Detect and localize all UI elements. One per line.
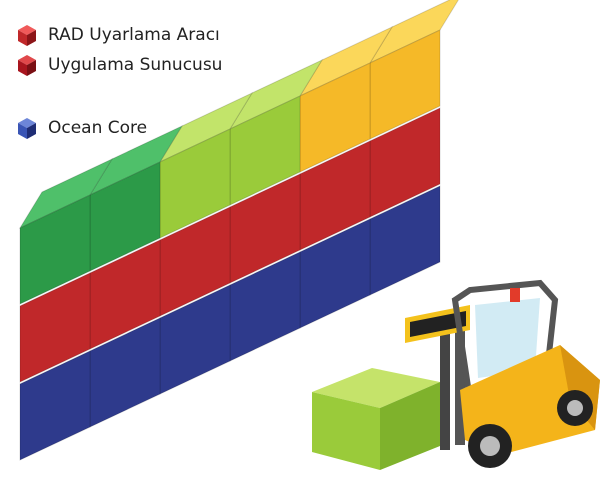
beacon bbox=[510, 288, 520, 302]
hub bbox=[567, 400, 583, 416]
legend-label: RAD Uyarlama Aracı bbox=[48, 25, 220, 45]
legend-item: Ocean Core bbox=[18, 118, 147, 139]
legend-label: Ocean Core bbox=[48, 118, 147, 138]
legend-item: Uygulama Sunucusu bbox=[18, 55, 222, 76]
loose-cube bbox=[312, 368, 440, 470]
mast bbox=[440, 330, 450, 450]
legend-label: Uygulama Sunucusu bbox=[48, 55, 222, 75]
legend-item: RAD Uyarlama Aracı bbox=[18, 25, 220, 46]
hub bbox=[480, 436, 500, 456]
illustration: RAD Uyarlama Aracı Uygulama Sunucusu Oce… bbox=[0, 0, 616, 496]
